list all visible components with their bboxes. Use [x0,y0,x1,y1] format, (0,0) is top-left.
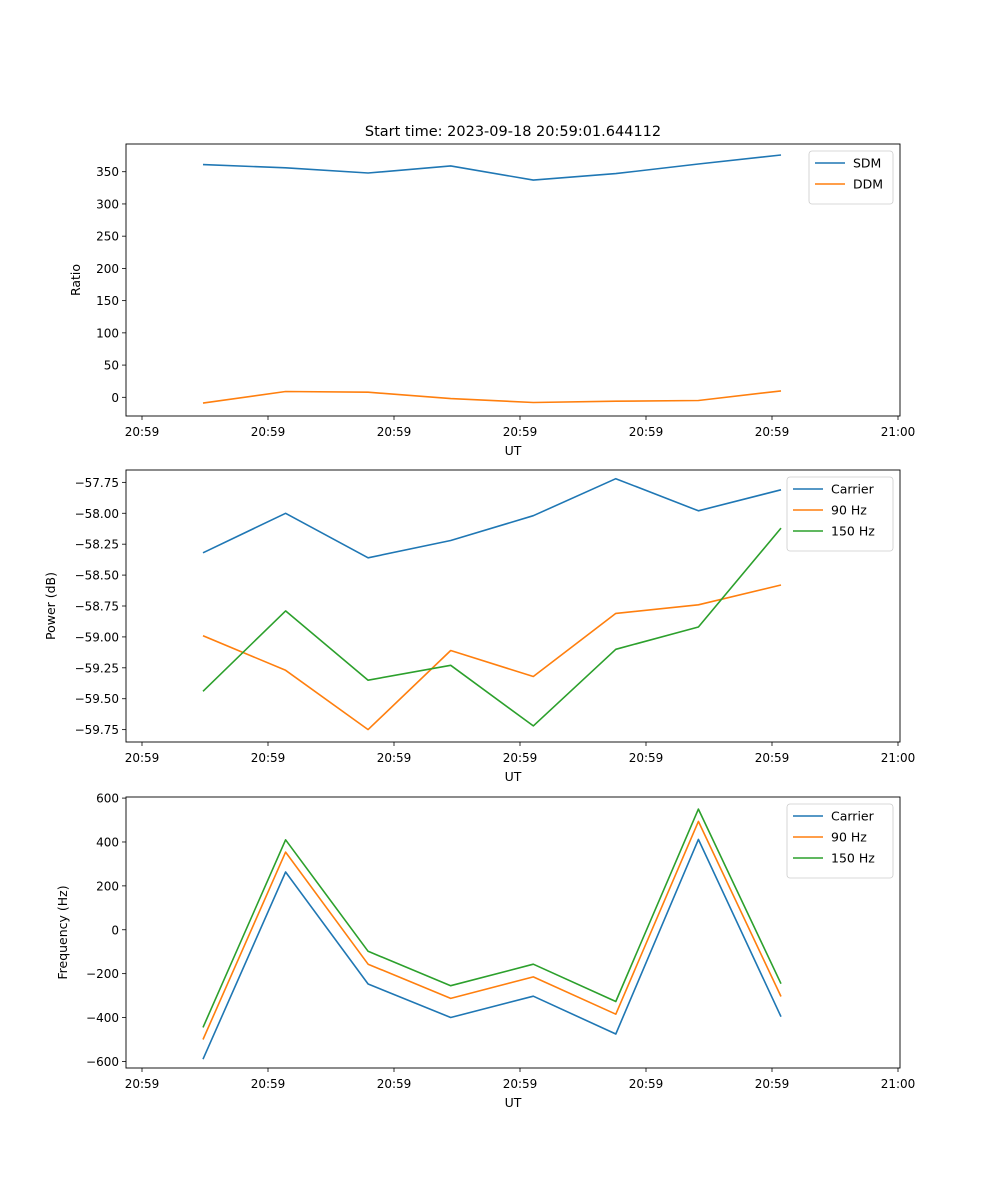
y-tick-label: 150 [96,294,119,308]
x-tick-label: 20:59 [125,751,160,765]
legend-label: SDM [853,156,881,171]
legend-label: DDM [853,177,883,192]
y-tick-label: 350 [96,165,119,179]
x-tick-label: 20:59 [377,751,412,765]
legend-label: Carrier [831,809,875,824]
x-tick-label: 20:59 [503,751,538,765]
y-tick-label: 50 [104,359,119,373]
y-tick-label: −400 [86,1011,119,1025]
legend-label: 150 Hz [831,851,875,866]
x-tick-label: 21:00 [881,425,916,439]
x-tick-label: 21:00 [881,1077,916,1091]
axes-frame [125,469,901,743]
y-tick-label: 0 [111,391,119,405]
series-line-150-hz [202,808,782,1028]
y-tick-label: 250 [96,230,119,244]
x-axis-label: UT [505,1095,522,1110]
x-tick-label: 20:59 [629,751,664,765]
x-tick-label: 21:00 [881,751,916,765]
x-axis-label: UT [505,769,522,784]
y-tick-label: 400 [96,835,119,849]
y-tick-label: −58.00 [75,507,119,521]
y-tick-label: 200 [96,879,119,893]
series-line-carrier [202,477,782,559]
y-tick-label: −58.25 [75,538,119,552]
frequency-panel: −600 −400 −200 0 200 400 600 20:59 20:59 20:59 20:… [55,792,915,1110]
power-panel: −59.75 −59.50 −59.25 −59.00 −58.75 −58.50 −58.… [43,469,916,784]
y-tick-label: −200 [86,967,119,981]
y-tick-label: 200 [96,262,119,276]
y-tick-label: −59.50 [75,692,119,706]
axes-frame [125,796,901,1069]
x-tick-label: 20:59 [755,751,790,765]
legend: Carrier 90 Hz 150 Hz [786,476,894,552]
x-tick-label: 20:59 [251,751,286,765]
x-tick-label: 20:59 [755,425,790,439]
x-tick-label: 20:59 [125,1077,160,1091]
x-tick-label: 20:59 [755,1077,790,1091]
legend-label: 90 Hz [831,830,867,845]
series-line-150-hz [202,527,782,727]
y-axis-label: Frequency (Hz) [55,885,70,979]
legend-label: 150 Hz [831,524,875,539]
y-tick-label: 100 [96,326,119,340]
legend-box [808,150,894,205]
x-tick-label: 20:59 [629,425,664,439]
y-tick-label: −57.75 [75,476,119,490]
legend-label: 90 Hz [831,503,867,518]
y-tick-label: −600 [86,1055,119,1069]
y-axis-label: Power (dB) [43,572,58,640]
series-line-carrier [202,838,782,1060]
ratio-panel: 0 50 100 150 200 250 300 350 20:59 20:59 20:59 20:5… [68,143,916,458]
x-axis-label: UT [505,443,522,458]
y-axis-label: Ratio [68,264,83,296]
legend-label: Carrier [831,482,875,497]
series-line-ddm [202,390,782,404]
x-tick-label: 20:59 [251,425,286,439]
legend: Carrier 90 Hz 150 Hz [786,803,894,879]
y-tick-label: 300 [96,197,119,211]
y-tick-label: 600 [96,792,119,806]
y-tick-label: 0 [111,923,119,937]
legend: SDM DDM [808,150,894,205]
x-tick-label: 20:59 [629,1077,664,1091]
y-tick-label: −58.75 [75,600,119,614]
x-tick-label: 20:59 [377,1077,412,1091]
chart-title: Start time: 2023-09-18 20:59:01.644112 [365,124,661,140]
legend-box [786,803,894,879]
y-tick-label: −58.50 [75,569,119,583]
x-tick-label: 20:59 [377,425,412,439]
legend-box [786,476,894,552]
x-tick-label: 20:59 [503,425,538,439]
y-tick-label: −59.75 [75,723,119,737]
series-line-90-hz [202,584,782,731]
x-tick-label: 20:59 [251,1077,286,1091]
series-line-90-hz [202,820,782,1040]
series-line-sdm [202,154,782,181]
y-tick-label: −59.00 [75,630,119,644]
axes-frame [125,143,901,417]
x-tick-label: 20:59 [125,425,160,439]
x-tick-label: 20:59 [503,1077,538,1091]
y-tick-label: −59.25 [75,661,119,675]
